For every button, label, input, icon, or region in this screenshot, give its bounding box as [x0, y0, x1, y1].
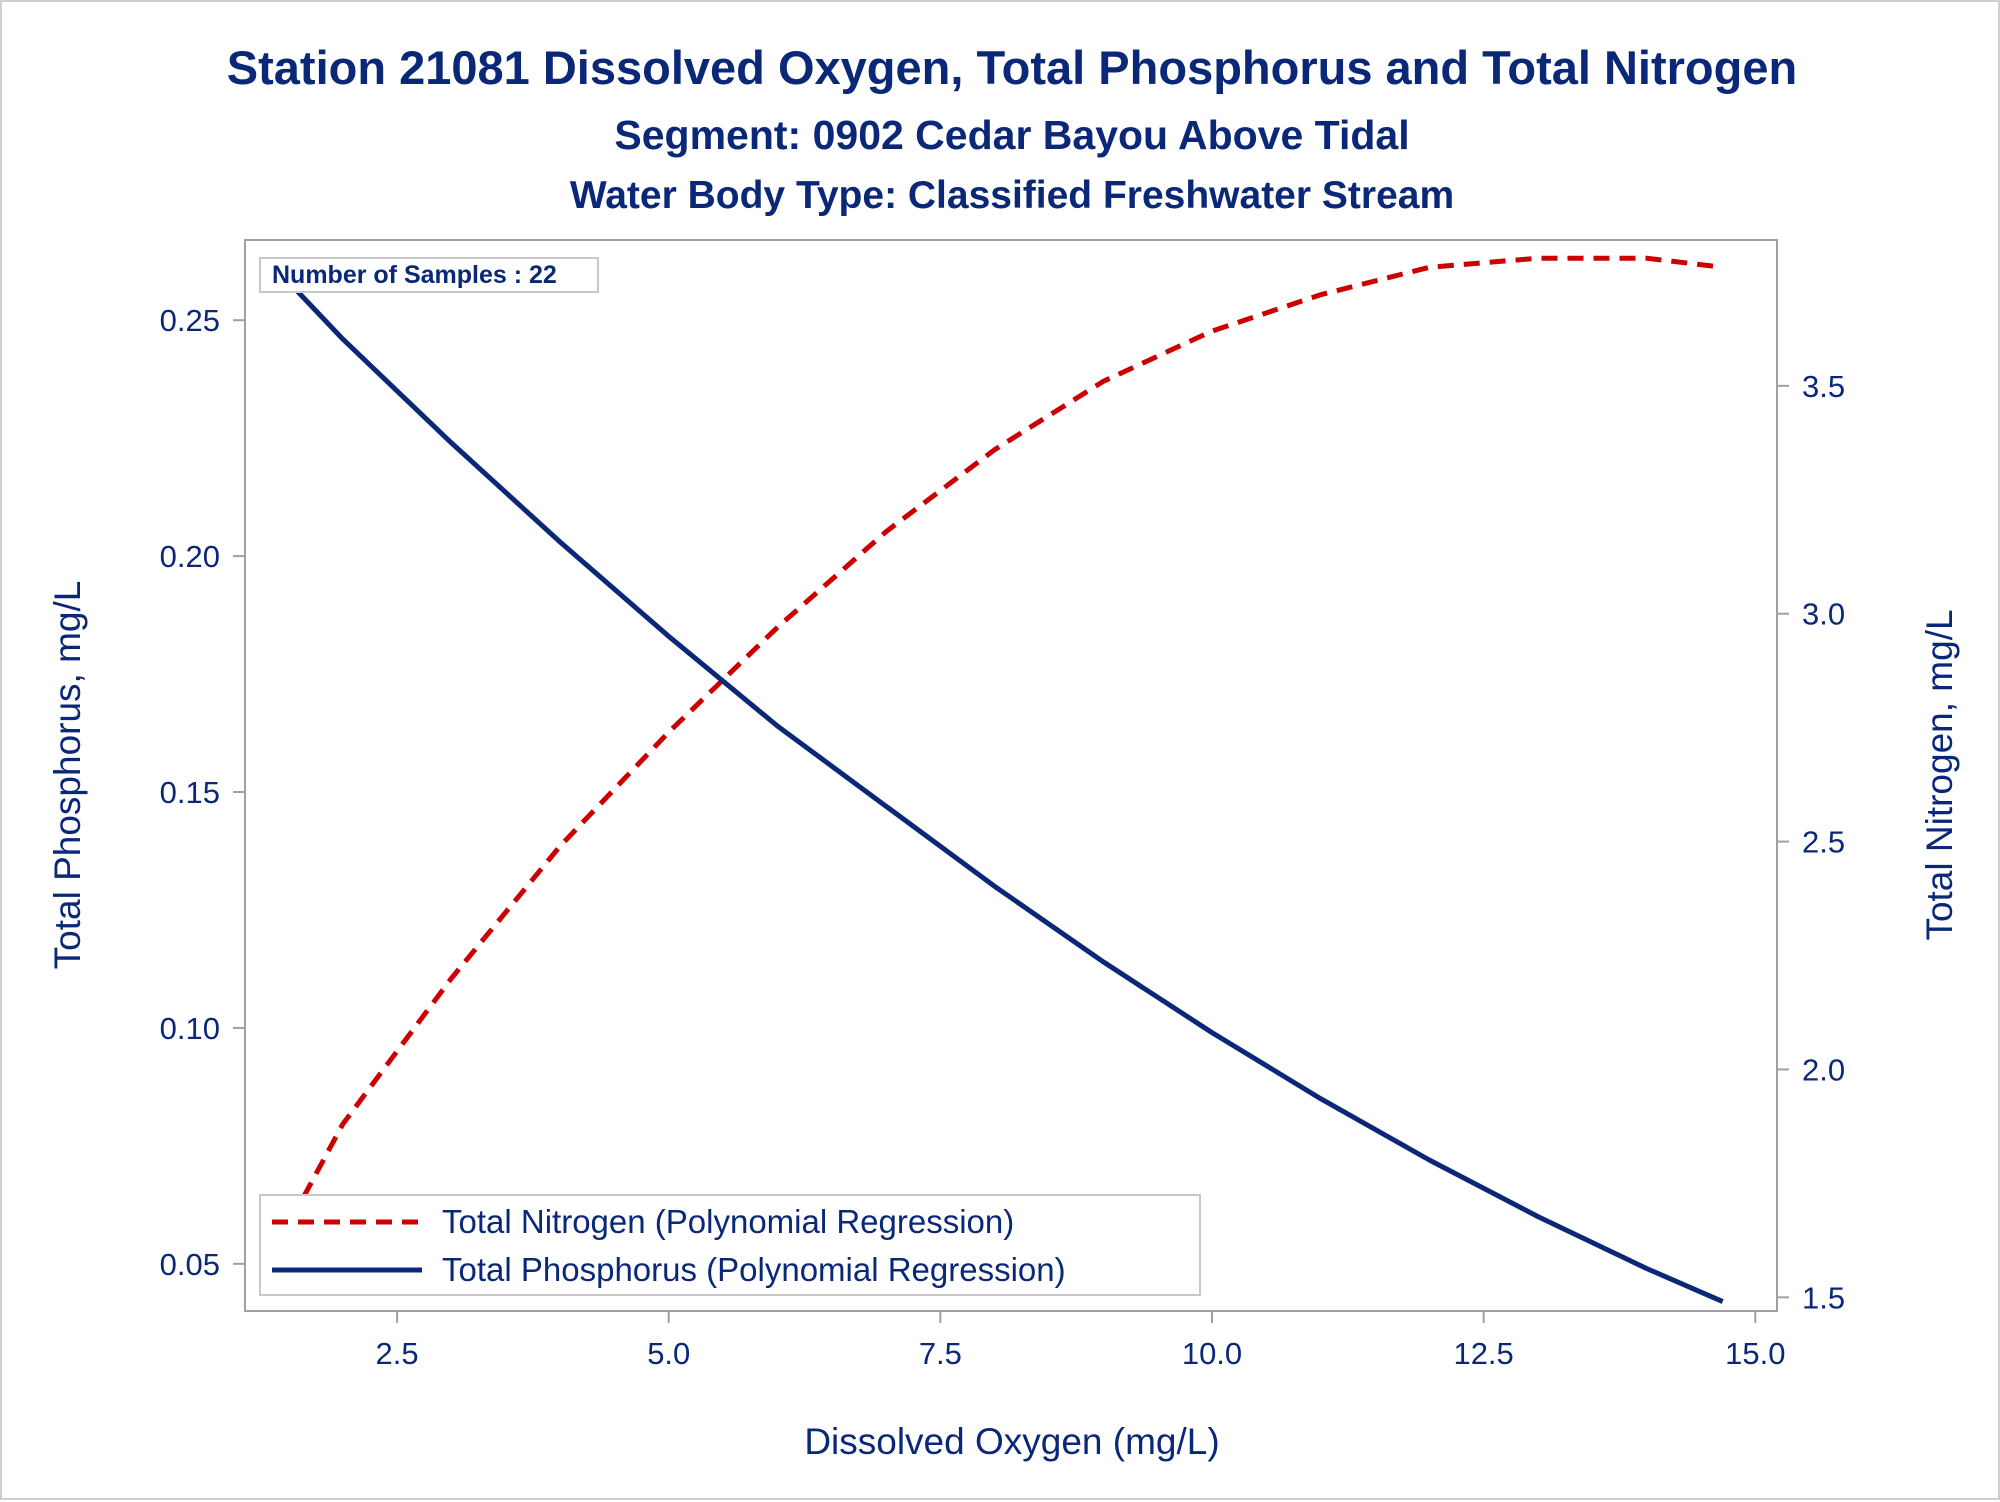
y2-tick-label-3: 3.0 [1802, 597, 1845, 632]
x-tick-label-1: 5.0 [647, 1336, 690, 1371]
sample-count-annotation: Number of Samples : 22 [272, 261, 557, 289]
chart-subtitle: Segment: 0902 Cedar Bayou Above Tidal [614, 112, 1409, 158]
x-axis-ticks: 2.5 5.0 7.5 10.0 12.5 15.0 [376, 1311, 1785, 1371]
y2-tick-label-4: 3.5 [1802, 369, 1845, 404]
chart-subtitle-2: Water Body Type: Classified Freshwater S… [570, 174, 1454, 217]
y2-axis-ticks: 1.5 2.0 2.5 3.0 3.5 [1777, 369, 1845, 1315]
x-tick-label-5: 15.0 [1725, 1336, 1785, 1371]
y2-axis-label: Total Nitrogen, mg/L [1919, 609, 1960, 940]
y-tick-label-1: 0.10 [160, 1011, 220, 1046]
legend-box [259, 1194, 1201, 1296]
y2-tick-label-2: 2.5 [1802, 825, 1845, 860]
plot-area [244, 239, 1778, 1312]
y-tick-label-4: 0.25 [160, 303, 220, 338]
x-tick-label-3: 10.0 [1182, 1336, 1242, 1371]
x-axis-label: Dissolved Oxygen (mg/L) [804, 1421, 1219, 1462]
y-tick-label-0: 0.05 [160, 1247, 220, 1282]
series-layer [264, 255, 1724, 1304]
legend-label-phosphorus: Total Phosphorus (Polynomial Regression) [442, 1251, 1066, 1288]
x-tick-label-2: 7.5 [919, 1336, 962, 1371]
y-axis-label: Total Phosphorus, mg/L [47, 581, 88, 970]
x-tick-label-4: 12.5 [1453, 1336, 1513, 1371]
chart-title: Station 21081 Dissolved Oxygen, Total Ph… [227, 41, 1797, 94]
x-tick-label-0: 2.5 [376, 1336, 419, 1371]
y-tick-label-2: 0.15 [160, 775, 220, 810]
y-axis-ticks: 0.05 0.10 0.15 0.20 0.25 [160, 303, 245, 1282]
series-line-nitrogen [264, 255, 1723, 1267]
legend: Total Nitrogen (Polynomial Regression) T… [259, 1194, 1201, 1296]
series-line-phosphorus [264, 257, 1724, 1304]
legend-label-nitrogen: Total Nitrogen (Polynomial Regression) [442, 1203, 1014, 1240]
y2-tick-label-1: 2.0 [1802, 1052, 1845, 1087]
sample-count-box [259, 257, 599, 293]
y2-tick-label-0: 1.5 [1802, 1280, 1845, 1315]
y-tick-label-3: 0.20 [160, 539, 220, 574]
